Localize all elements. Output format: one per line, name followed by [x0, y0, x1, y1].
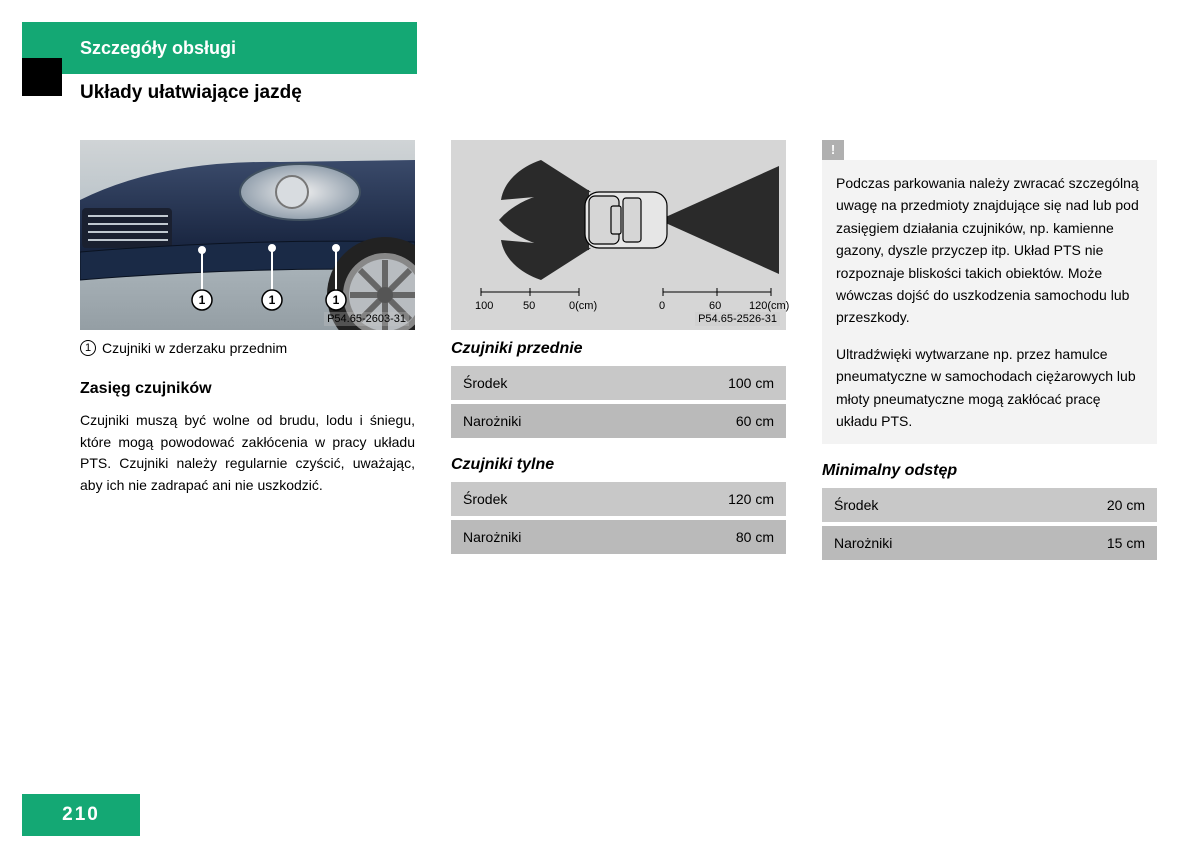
rear-sensors-table: Środek 120 cm Narożniki 80 cm: [451, 482, 786, 558]
figure-bumper-photo: 1 1 1 P54.65-2603-31: [80, 140, 415, 330]
cell-value: 120 cm: [632, 482, 786, 518]
front-sensors-heading: Czujniki przednie: [451, 340, 786, 358]
cell-value: 15 cm: [1013, 524, 1157, 562]
note-paragraph-1: Podczas parkowania należy zwracać szczeg…: [836, 172, 1143, 329]
bumper-illustration: 1 1 1: [80, 140, 415, 330]
cell-label: Narożniki: [451, 518, 632, 556]
columns-wrap: 1 1 1 P54.65-2603-31 1 Czujniki w zderza…: [80, 140, 1160, 578]
table-row: Narożniki 15 cm: [822, 524, 1157, 562]
caption-marker: 1: [80, 340, 96, 356]
section-range-heading: Zasięg czujników: [80, 380, 415, 398]
rear-sensors-heading: Czujniki tylne: [451, 456, 786, 474]
column-1: 1 1 1 P54.65-2603-31 1 Czujniki w zderza…: [80, 140, 415, 578]
min-distance-table: Środek 20 cm Narożniki 15 cm: [822, 488, 1157, 564]
scale1-100: 100: [475, 300, 493, 312]
scale2-120: 120(cm): [749, 300, 789, 312]
figure2-ref: P54.65-2526-31: [695, 312, 780, 326]
sensor-label-1: 1: [199, 293, 206, 307]
warning-note: ! Podczas parkowania należy zwracać szcz…: [822, 160, 1157, 444]
header-black-tab: [22, 58, 62, 96]
scale2-0: 0: [659, 300, 665, 312]
scale1-0: 0(cm): [569, 300, 597, 312]
cell-label: Środek: [451, 366, 632, 402]
table-row: Środek 120 cm: [451, 482, 786, 518]
table-row: Narożniki 60 cm: [451, 402, 786, 440]
cell-label: Środek: [451, 482, 632, 518]
column-3: ! Podczas parkowania należy zwracać szcz…: [822, 140, 1157, 578]
header-title: Szczegóły obsługi: [80, 38, 236, 59]
scale1-50: 50: [523, 300, 535, 312]
scale2-60: 60: [709, 300, 721, 312]
section-range-text: Czujniki muszą być wolne od brudu, lodu …: [80, 410, 415, 497]
page-subtitle: Układy ułatwiające jazdę: [80, 82, 302, 104]
table-row: Środek 20 cm: [822, 488, 1157, 524]
figure1-ref: P54.65-2603-31: [324, 312, 409, 326]
sensor-label-2: 1: [269, 293, 276, 307]
cell-value: 80 cm: [632, 518, 786, 556]
header-bar: Szczegóły obsługi: [22, 22, 417, 74]
page-number: 210: [62, 804, 100, 826]
sensor-label-3: 1: [333, 293, 340, 307]
page-number-box: 210: [22, 794, 140, 836]
min-distance-heading: Minimalny odstęp: [822, 462, 1157, 480]
cell-label: Środek: [822, 488, 1013, 524]
page-root: Szczegóły obsługi Układy ułatwiające jaz…: [0, 0, 1200, 858]
cell-label: Narożniki: [822, 524, 1013, 562]
figure-sensor-range-diagram: 100 50 0(cm) 0 60 120(cm) P54.65-2526-31: [451, 140, 786, 330]
table-row: Środek 100 cm: [451, 366, 786, 402]
cell-label: Narożniki: [451, 402, 632, 440]
cell-value: 60 cm: [632, 402, 786, 440]
range-diagram-svg: [451, 140, 786, 330]
note-paragraph-2: Ultradźwięki wytwarzane np. przez hamulc…: [836, 343, 1143, 433]
caption-text: Czujniki w zderzaku przednim: [102, 340, 287, 356]
column-2: 100 50 0(cm) 0 60 120(cm) P54.65-2526-31…: [451, 140, 786, 578]
table-row: Narożniki 80 cm: [451, 518, 786, 556]
front-sensors-table: Środek 100 cm Narożniki 60 cm: [451, 366, 786, 442]
figure1-caption: 1 Czujniki w zderzaku przednim: [80, 340, 415, 356]
cell-value: 100 cm: [632, 366, 786, 402]
warning-icon: !: [822, 140, 844, 160]
cell-value: 20 cm: [1013, 488, 1157, 524]
